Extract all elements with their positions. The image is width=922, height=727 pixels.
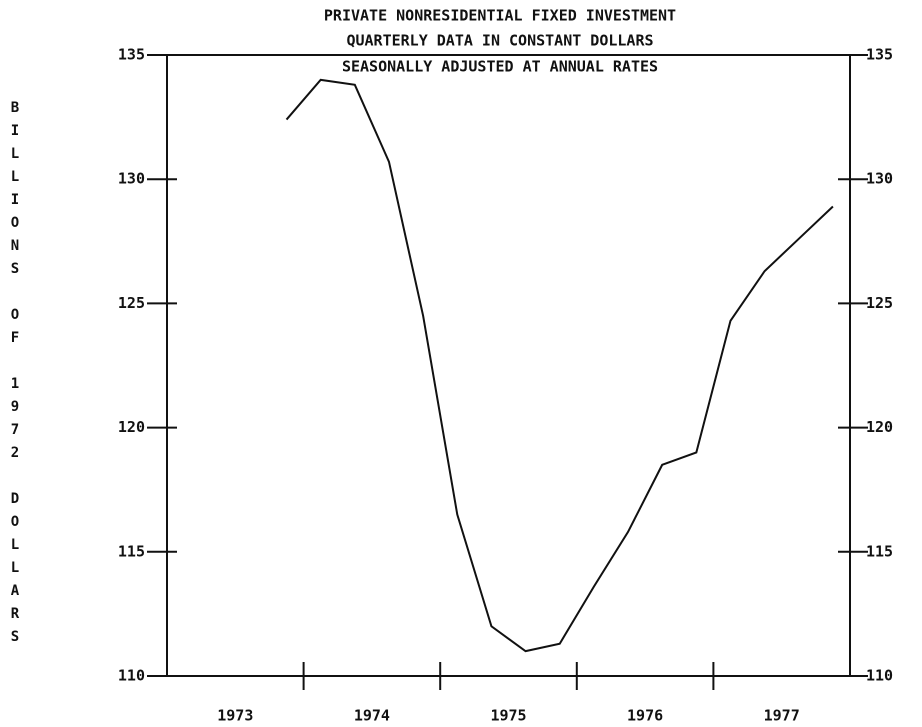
y-tick-label: 120: [118, 418, 145, 436]
y-tick-label: 125: [118, 294, 145, 312]
x-tick-label: 1976: [627, 707, 663, 725]
y2-tick-label: 115: [866, 542, 893, 560]
y2-tick-label: 135: [866, 46, 893, 64]
y-tick-label: 115: [118, 542, 145, 560]
y2-tick-label: 130: [866, 170, 893, 188]
y-axis-label: BILLIONS OF 1972 DOLLARS: [7, 100, 23, 652]
y-tick-label: 135: [118, 46, 145, 64]
data-line: [285, 78, 834, 653]
y-tick-label: 130: [118, 170, 145, 188]
x-tick-label: 1974: [354, 707, 390, 725]
y2-tick-label: 125: [866, 294, 893, 312]
chart-subtitle: SEASONALLY ADJUSTED AT ANNUAL RATES: [342, 58, 658, 76]
chart-subtitle: QUARTERLY DATA IN CONSTANT DOLLARS: [346, 32, 653, 50]
x-tick-label: 1975: [490, 707, 526, 725]
y2-tick-label: 120: [866, 418, 893, 436]
x-tick-label: 1973: [217, 707, 253, 725]
y-tick-label: 110: [118, 667, 145, 685]
y2-tick-label: 110: [866, 667, 893, 685]
chart-title: PRIVATE NONRESIDENTIAL FIXED INVESTMENT: [324, 7, 676, 25]
x-tick-label: 1977: [764, 707, 800, 725]
